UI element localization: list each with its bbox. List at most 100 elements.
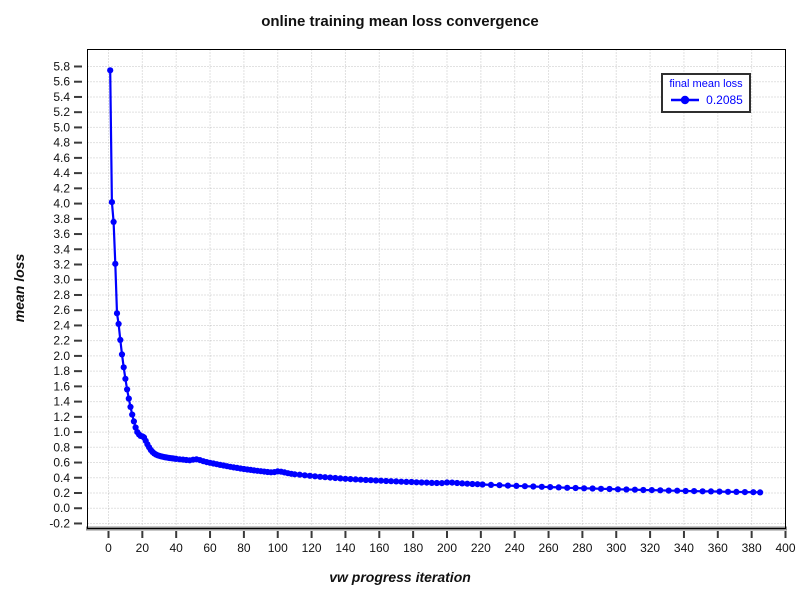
loss-point — [464, 480, 471, 487]
y-tick-label: 0.4 — [53, 471, 70, 485]
y-tick-label: 2.6 — [53, 303, 70, 317]
y-tick-label: 3.0 — [53, 273, 70, 287]
x-axis-label: vw progress iteration — [329, 569, 471, 585]
y-tick-label: 2.4 — [53, 318, 70, 332]
loss-point — [311, 473, 319, 480]
loss-point — [428, 479, 435, 486]
loss-point — [479, 481, 486, 488]
x-tick-label: 40 — [170, 541, 184, 555]
loss-point — [337, 475, 344, 482]
loss-point — [418, 479, 425, 486]
y-tick-label: 3.8 — [53, 212, 70, 226]
loss-point — [327, 474, 334, 481]
y-tick-label: 4.2 — [53, 181, 70, 195]
loss-point — [521, 483, 529, 490]
loss-point — [383, 477, 390, 485]
y-tick-label: 2.8 — [53, 288, 70, 302]
loss-point — [377, 477, 385, 484]
loss-point — [291, 471, 298, 478]
loss-point — [362, 476, 369, 484]
y-tick-label: 1.8 — [53, 364, 70, 378]
loss-point — [125, 395, 132, 402]
loss-point — [372, 477, 379, 484]
loss-point — [469, 480, 476, 488]
loss-point — [117, 336, 124, 343]
legend-entry: 0.2085 — [665, 93, 747, 107]
loss-point — [129, 411, 136, 418]
y-tick-label: 0.2 — [53, 486, 70, 500]
loss-point — [750, 489, 757, 496]
loss-point — [403, 478, 410, 485]
loss-point — [317, 473, 324, 480]
loss-point — [530, 483, 537, 490]
loss-point — [122, 375, 129, 382]
x-tick-label: 80 — [237, 541, 251, 555]
loss-point — [110, 218, 117, 225]
loss-point — [699, 488, 706, 495]
loss-point — [352, 476, 359, 483]
loss-point — [614, 486, 622, 493]
y-tick-label: 4.6 — [53, 151, 70, 165]
loss-point — [640, 486, 647, 494]
x-tick-label: 0 — [105, 541, 112, 555]
loss-point — [513, 482, 520, 489]
loss-point — [741, 489, 749, 496]
x-tick-label: 200 — [437, 541, 457, 555]
loss-point — [423, 479, 430, 486]
loss-point — [388, 478, 395, 485]
x-tick-label: 340 — [674, 541, 694, 555]
loss-point — [555, 484, 562, 491]
loss-point — [682, 487, 689, 495]
x-tick-label: 160 — [369, 541, 389, 555]
legend-title: final mean loss — [669, 78, 743, 90]
loss-point — [118, 351, 126, 358]
x-tick-label: 180 — [403, 541, 423, 555]
y-tick-label: 3.2 — [53, 258, 70, 272]
loss-point — [454, 479, 461, 487]
x-tick-label: 100 — [268, 541, 288, 555]
y-tick-label: 5.8 — [53, 59, 70, 73]
loss-point — [120, 364, 127, 371]
loss-point — [332, 474, 339, 482]
loss-point — [547, 484, 554, 491]
loss-point — [597, 485, 605, 492]
y-tick-label: 0.8 — [53, 440, 70, 454]
y-tick-label: 5.0 — [53, 120, 70, 134]
loss-point — [301, 472, 308, 479]
loss-point — [127, 403, 134, 410]
loss-point — [433, 479, 440, 487]
loss-point — [112, 260, 119, 267]
loss-point — [408, 478, 415, 486]
y-tick-label: 0.0 — [53, 501, 70, 515]
loss-point — [357, 476, 364, 483]
x-tick-label: 240 — [505, 541, 525, 555]
x-tick-label: 320 — [640, 541, 660, 555]
loss-point — [581, 485, 588, 492]
y-tick-label: 5.6 — [53, 75, 70, 89]
loss-point — [504, 482, 511, 489]
loss-point — [113, 310, 121, 317]
x-tick-label: 300 — [606, 541, 626, 555]
x-tick-label: 60 — [203, 541, 217, 555]
loss-point — [691, 488, 698, 495]
loss-point — [623, 486, 630, 493]
plot-frame — [87, 49, 786, 529]
loss-point — [413, 479, 420, 486]
y-tick-label: 3.4 — [53, 242, 70, 256]
loss-point — [733, 488, 740, 495]
loss-point — [724, 488, 732, 495]
legend-value: 0.2085 — [706, 93, 743, 107]
loss-point — [496, 482, 503, 489]
loss-point — [474, 481, 481, 488]
legend: final mean loss 0.2085 — [661, 73, 751, 113]
y-tick-label: 5.2 — [53, 105, 70, 119]
loss-point — [589, 485, 596, 492]
y-tick-label: 2.0 — [53, 349, 70, 363]
loss-point — [107, 67, 114, 74]
y-tick-label: 1.0 — [53, 425, 70, 439]
loss-point — [115, 320, 122, 327]
loss-point — [124, 386, 131, 393]
x-tick-label: 380 — [742, 541, 762, 555]
y-tick-label: 0.6 — [53, 456, 70, 470]
